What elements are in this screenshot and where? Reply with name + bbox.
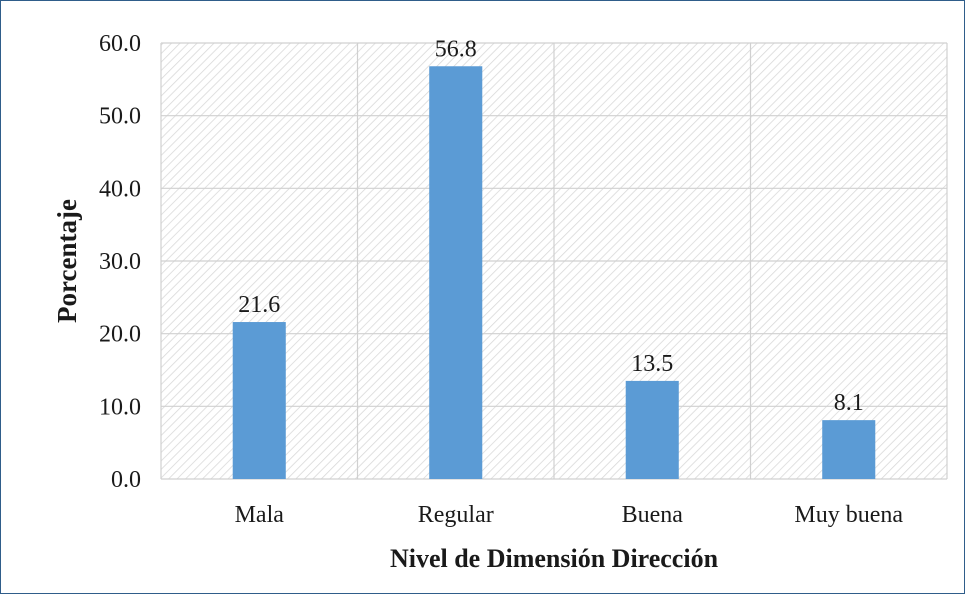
data-label: 56.8 [435,36,477,62]
y-tick-label: 0.0 [111,467,141,493]
y-tick-label: 30.0 [99,249,141,275]
bar-regular [429,66,483,480]
x-tick-label: Muy buena [794,502,903,528]
x-tick-label: Regular [418,502,494,528]
y-axis-title: Porcentaje [52,199,82,323]
bar-muy-buena [822,420,876,479]
y-tick-label: 60.0 [99,31,141,57]
bar-mala [232,322,286,479]
y-axis-ticks: 0.0 10.0 20.0 30.0 40.0 50.0 60.0 [99,31,141,493]
y-tick-label: 40.0 [99,176,141,202]
y-tick-label: 10.0 [99,394,141,420]
gridlines [160,42,948,480]
data-label: 8.1 [834,390,864,416]
y-tick-label: 50.0 [99,104,141,130]
data-label: 21.6 [238,292,280,318]
x-tick-label: Buena [622,502,684,528]
x-axis-title: Nivel de Dimensión Dirección [390,544,719,573]
data-label: 13.5 [631,351,673,377]
y-tick-label: 20.0 [99,322,141,348]
bar-buena [625,380,679,479]
x-tick-label: Mala [235,502,285,528]
data-labels: 21.6 56.8 13.5 8.1 [238,36,864,416]
bars [232,66,876,480]
x-axis-ticks: Mala Regular Buena Muy buena [235,502,904,528]
